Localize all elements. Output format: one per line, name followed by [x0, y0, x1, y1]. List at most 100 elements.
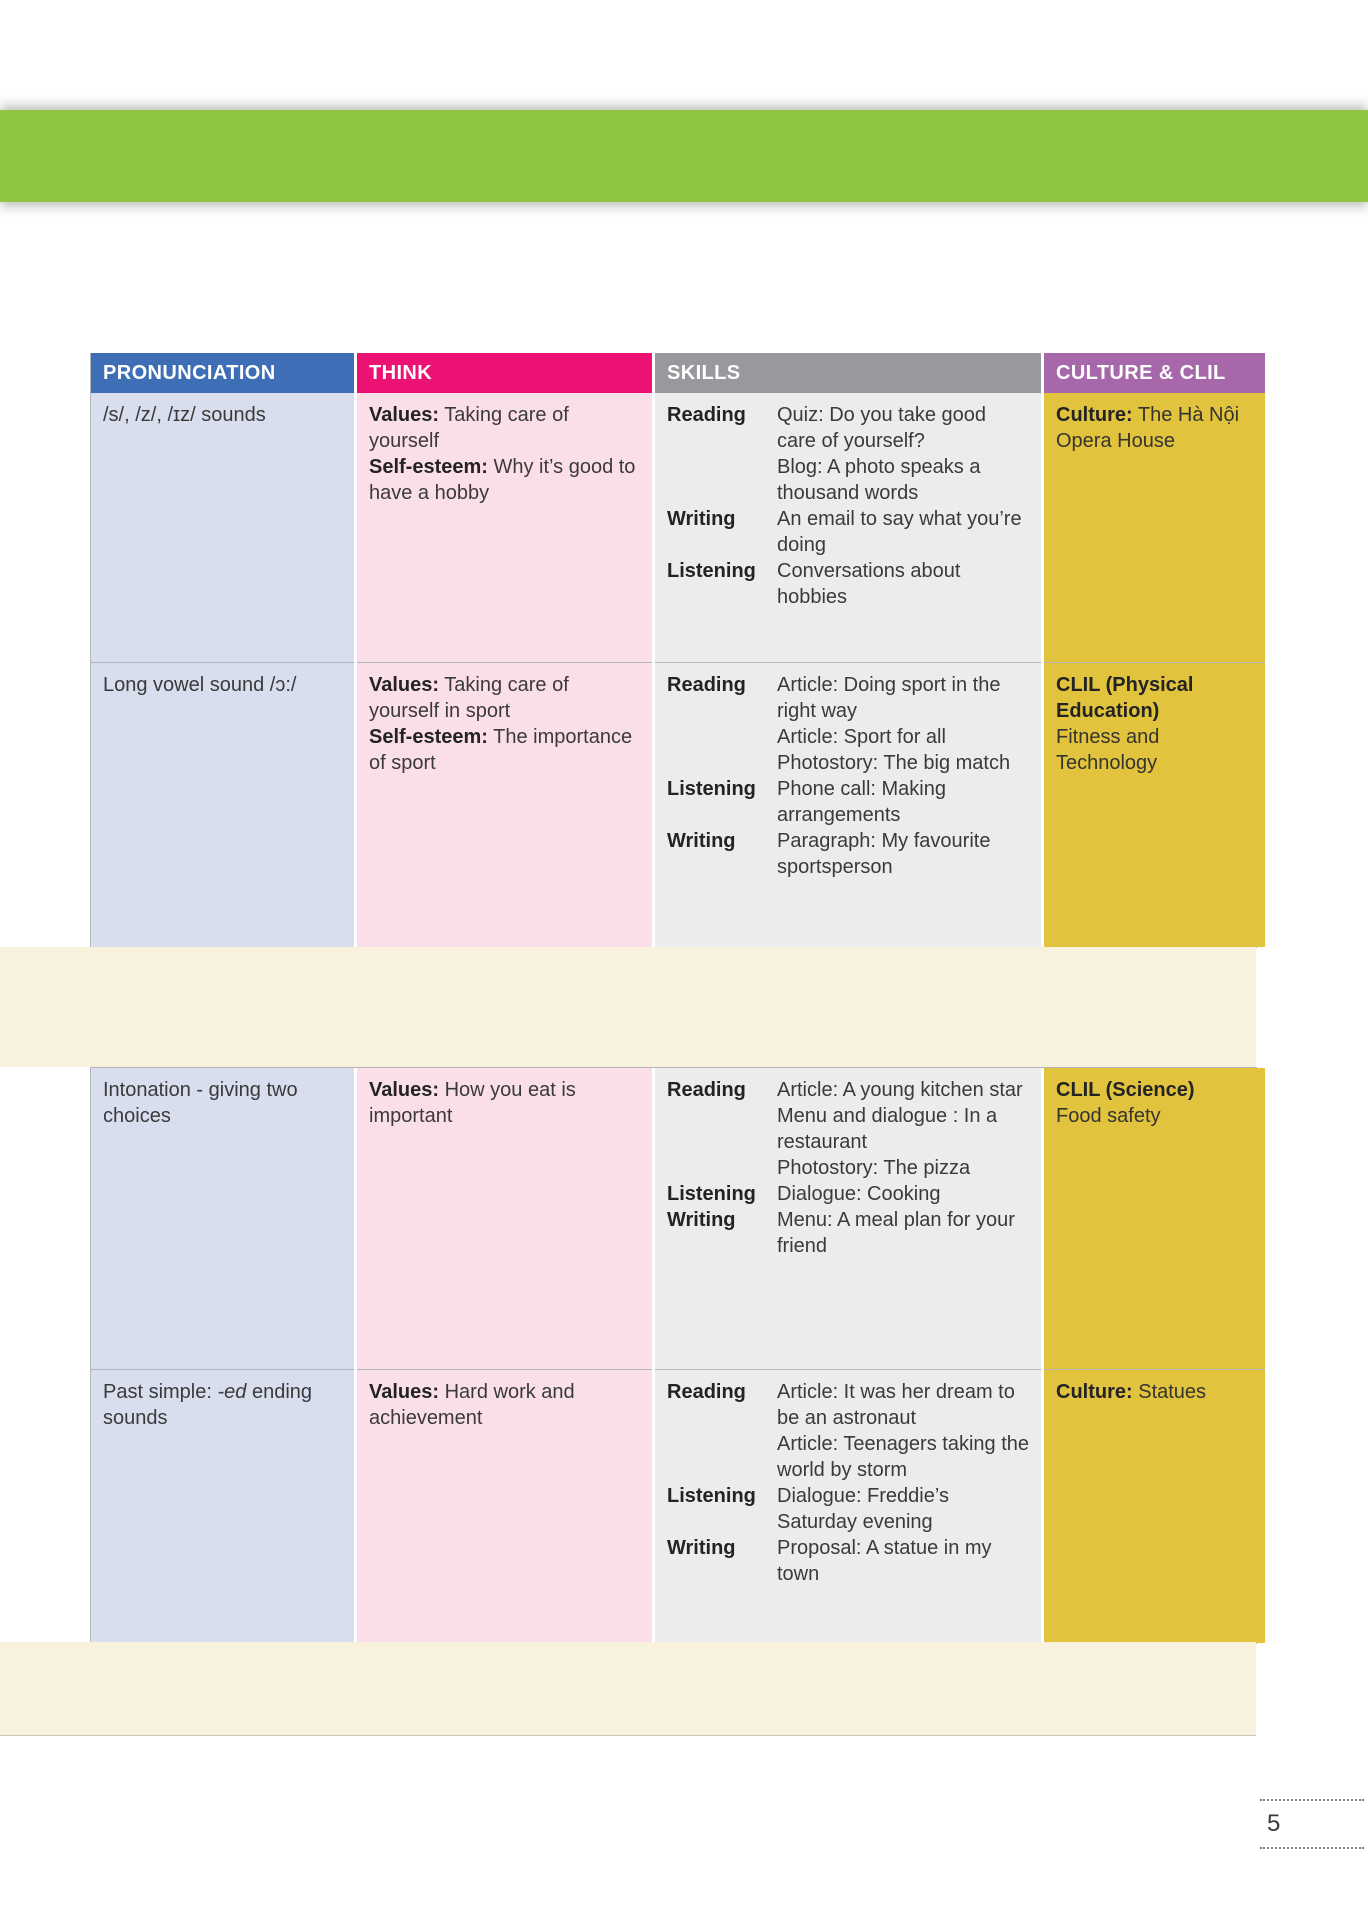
skill-items: Article: It was her dream to be an astro… — [777, 1379, 1029, 1483]
think-item: Values: Hard work and achievement — [369, 1379, 640, 1431]
skills-cell-row2: Reading Article: Doing sport in the righ… — [655, 662, 1041, 947]
separator-band-1 — [0, 947, 1256, 1067]
pronunciation-cell-row4: Past simple: -ed ending sounds — [91, 1369, 354, 1643]
think-label: Self-esteem: — [369, 726, 488, 748]
skill-items: Paragraph: My favourite sportsperson — [777, 828, 1029, 880]
skill-item: Phone call: Making arrangements — [777, 778, 946, 826]
skill-item: Quiz: Do you take good care of yourself? — [777, 404, 987, 452]
think-label: Values: — [369, 1079, 440, 1101]
column-header-culture-clil: CULTURE & CLIL — [1044, 353, 1265, 393]
skills-entry: Reading Article: It was her dream to be … — [667, 1379, 1029, 1483]
skills-entry: Writing Proposal: A statue in my town — [667, 1535, 1029, 1587]
skill-items: Quiz: Do you take good care of yourself?… — [777, 402, 1029, 506]
skill-items: Dialogue: Cooking — [777, 1181, 1029, 1207]
culture-label: Culture: — [1056, 404, 1133, 426]
scope-table-block-1: PRONUNCIATION THINK SKILLS CULTURE & CLI… — [90, 353, 1265, 948]
pronunciation-cell-row2: Long vowel sound /ɔ:/ — [91, 662, 354, 947]
think-item: Values: Taking care of yourself — [369, 402, 640, 454]
skill-items: Conversations about hobbies — [777, 558, 1029, 610]
skill-item: Photostory: The big match — [777, 752, 1011, 774]
skill-type-label: Listening — [667, 778, 756, 800]
pronunciation-cell-row1: /s/, /z/, /ɪz/ sounds — [91, 393, 354, 662]
think-label: Values: — [369, 404, 440, 426]
skills-entry: Listening Dialogue: Cooking — [667, 1181, 1029, 1207]
skills-entry: Reading Quiz: Do you take good care of y… — [667, 402, 1029, 506]
green-header-bar — [0, 110, 1368, 202]
pronunciation-text: Intonation - giving two choices — [103, 1079, 298, 1127]
culture-label: Culture: — [1056, 1381, 1133, 1403]
skill-item: Photostory: The pizza — [777, 1157, 971, 1179]
think-item: Values: Taking care of yourself in sport — [369, 672, 640, 724]
pronunciation-cell-row3: Intonation - giving two choices — [91, 1068, 354, 1369]
skill-item: Article: Teenagers taking the world by s… — [777, 1433, 1030, 1481]
skills-entry: Writing Paragraph: My favourite sportspe… — [667, 828, 1029, 880]
column-header-label: THINK — [369, 361, 433, 384]
skills-entry: Listening Dialogue: Freddie’s Saturday e… — [667, 1483, 1029, 1535]
page-number: 5 — [1260, 1799, 1364, 1849]
think-text: Taking care of yourself — [369, 404, 569, 452]
skill-items: Dialogue: Freddie’s Saturday evening — [777, 1483, 1029, 1535]
think-text: How you eat is important — [369, 1079, 576, 1127]
culture-cell-row1: Culture: The Hà Nội Opera House — [1044, 393, 1265, 662]
think-cell-row2: Values: Taking care of yourself in sport… — [357, 662, 652, 947]
skill-item: An email to say what you’re doing — [777, 508, 1022, 556]
think-cell-row3: Values: How you eat is important — [357, 1068, 652, 1369]
skill-items: Proposal: A statue in my town — [777, 1535, 1029, 1587]
think-text: Hard work and achievement — [369, 1381, 575, 1429]
skill-item: Conversations about hobbies — [777, 560, 961, 608]
skill-items: Article: A young kitchen star Menu and d… — [777, 1077, 1029, 1181]
skill-items: Article: Doing sport in the right way Ar… — [777, 672, 1029, 776]
scope-table-block-2: Intonation - giving two choices Values: … — [90, 1067, 1265, 1644]
skills-cell-row4: Reading Article: It was her dream to be … — [655, 1369, 1041, 1643]
page-number-value: 5 — [1267, 1810, 1281, 1837]
skill-items: Menu: A meal plan for your friend — [777, 1207, 1029, 1259]
skills-entry: Writing Menu: A meal plan for your frien… — [667, 1207, 1029, 1259]
skill-type-label: Listening — [667, 560, 756, 582]
pronunciation-text: /s/, /z/, /ɪz/ sounds — [103, 404, 266, 426]
skill-type-label: Writing — [667, 1537, 736, 1559]
skill-item: Menu: A meal plan for your friend — [777, 1209, 1015, 1257]
skills-entry: Writing An email to say what you’re doin… — [667, 506, 1029, 558]
skill-items: An email to say what you’re doing — [777, 506, 1029, 558]
think-item: Self-esteem: Why it’s good to have a hob… — [369, 454, 640, 506]
skill-type-label: Listening — [667, 1183, 756, 1205]
skill-items: Phone call: Making arrangements — [777, 776, 1029, 828]
skill-type-label: Writing — [667, 508, 736, 530]
skill-type-label: Reading — [667, 404, 746, 426]
skill-type-label: Listening — [667, 1485, 756, 1507]
think-text: Taking care of yourself in sport — [369, 674, 569, 722]
column-header-think: THINK — [357, 353, 652, 393]
skills-entry: Listening Conversations about hobbies — [667, 558, 1029, 610]
think-text: Why it’s good to have a hobby — [369, 456, 636, 504]
column-header-label: CULTURE & CLIL — [1056, 361, 1226, 384]
think-cell-row4: Values: Hard work and achievement — [357, 1369, 652, 1643]
skills-entry: Reading Article: A young kitchen star Me… — [667, 1077, 1029, 1181]
column-header-skills: SKILLS — [655, 353, 1041, 393]
column-header-label: PRONUNCIATION — [103, 361, 276, 384]
skill-item: Paragraph: My favourite sportsperson — [777, 830, 991, 878]
think-label: Self-esteem: — [369, 456, 488, 478]
think-item: Values: How you eat is important — [369, 1077, 640, 1129]
skills-cell-row3: Reading Article: A young kitchen star Me… — [655, 1068, 1041, 1369]
think-cell-row1: Values: Taking care of yourself Self-est… — [357, 393, 652, 662]
pronunciation-text-italic: -ed — [217, 1381, 247, 1403]
skill-item: Proposal: A statue in my town — [777, 1537, 992, 1585]
column-header-pronunciation: PRONUNCIATION — [91, 353, 354, 393]
skill-item: Article: Doing sport in the right way — [777, 674, 1001, 722]
skill-type-label: Writing — [667, 1209, 736, 1231]
culture-text: Statues — [1138, 1381, 1207, 1403]
separator-band-2 — [0, 1642, 1256, 1736]
column-header-label: SKILLS — [667, 361, 741, 384]
culture-text: Fitness and Technology — [1056, 726, 1160, 774]
skill-item: Dialogue: Freddie’s Saturday evening — [777, 1485, 949, 1533]
think-text: The importance of sport — [369, 726, 633, 774]
culture-label: CLIL (Science) — [1056, 1079, 1195, 1101]
skill-item: Article: Sport for all — [777, 726, 946, 748]
culture-label: CLIL (Physical Education) — [1056, 674, 1194, 722]
skills-entry: Listening Phone call: Making arrangement… — [667, 776, 1029, 828]
pronunciation-text: Past simple: — [103, 1381, 218, 1403]
skill-item: Article: A young kitchen star — [777, 1079, 1023, 1101]
culture-cell-row3: CLIL (Science) Food safety — [1044, 1068, 1265, 1369]
culture-cell-row2: CLIL (Physical Education) Fitness and Tec… — [1044, 662, 1265, 947]
skill-item: Article: It was her dream to be an astro… — [777, 1381, 1015, 1429]
